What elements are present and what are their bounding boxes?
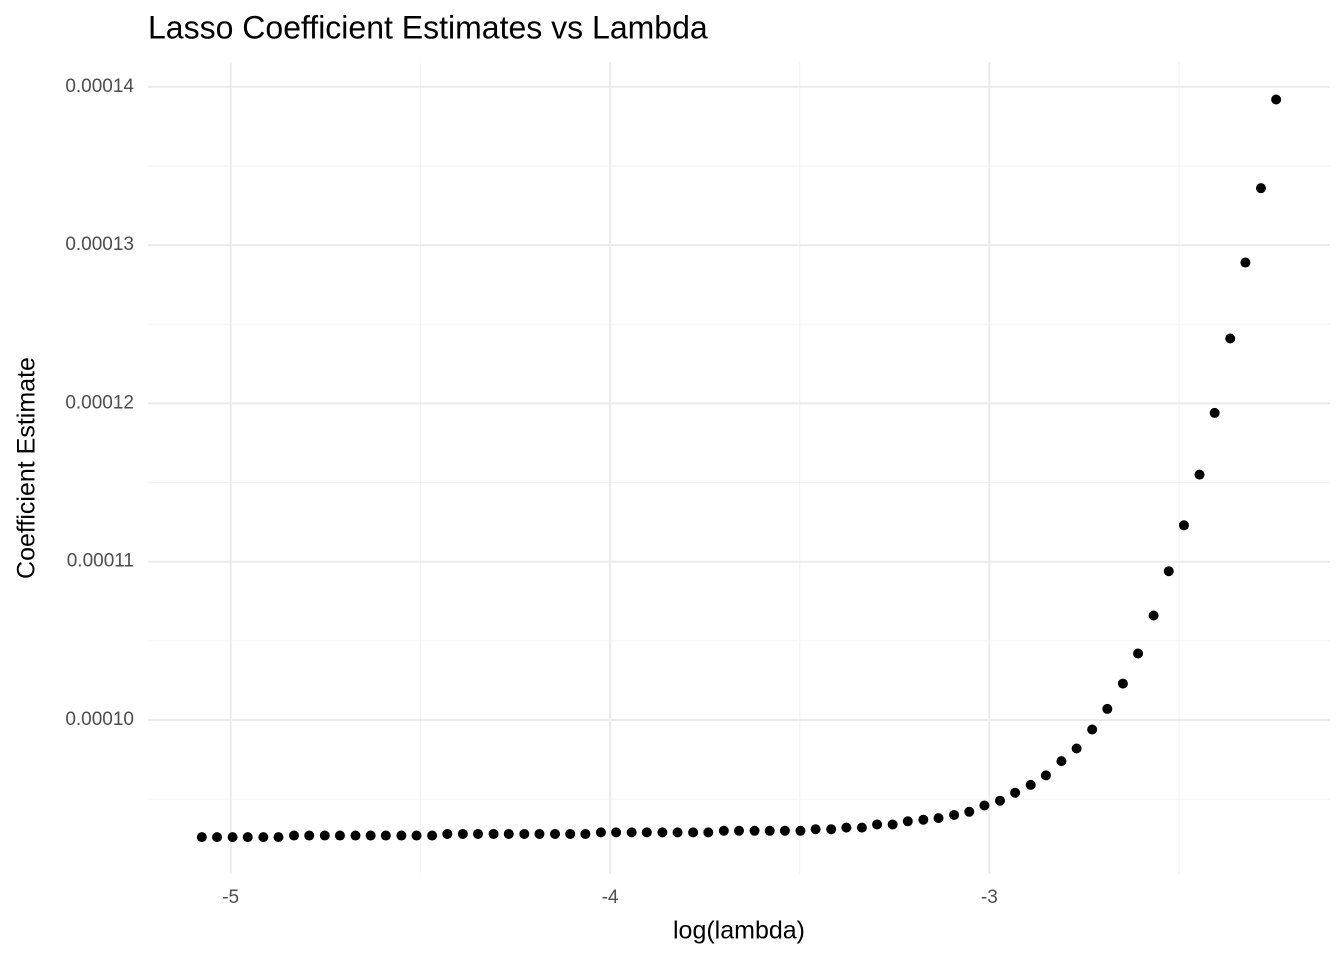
point — [626, 827, 637, 838]
point — [258, 832, 269, 843]
point — [872, 819, 883, 830]
point — [550, 828, 561, 839]
point — [350, 830, 361, 841]
point — [764, 825, 775, 836]
point — [810, 824, 821, 835]
point — [273, 832, 284, 843]
point — [242, 832, 253, 843]
x-tick-label: -3 — [981, 887, 998, 908]
y-tick-label: 0.00014 — [65, 76, 134, 97]
point — [1102, 703, 1113, 714]
point — [334, 830, 345, 841]
point — [319, 830, 330, 841]
point — [519, 828, 530, 839]
point — [718, 825, 729, 836]
point — [1194, 469, 1205, 480]
point — [427, 830, 438, 841]
point — [688, 827, 699, 838]
point — [949, 809, 960, 820]
point — [657, 827, 668, 838]
y-tick-label: 0.00010 — [65, 709, 134, 730]
point — [196, 832, 207, 843]
point — [749, 825, 760, 836]
point — [457, 828, 468, 839]
point — [795, 825, 806, 836]
point — [856, 822, 867, 833]
point — [503, 828, 514, 839]
point — [1255, 183, 1266, 194]
point — [918, 814, 929, 825]
point — [1225, 333, 1236, 344]
point — [1087, 724, 1098, 735]
point — [1209, 407, 1220, 418]
y-tick-label: 0.00012 — [65, 392, 134, 413]
point — [411, 830, 422, 841]
point — [672, 827, 683, 838]
x-tick-label: -5 — [222, 887, 239, 908]
chart-title: Lasso Coefficient Estimates vs Lambda — [148, 9, 708, 45]
point — [1240, 257, 1251, 268]
y-axis-title: Coefficient Estimate — [13, 357, 41, 579]
point — [1133, 648, 1144, 659]
point — [473, 828, 484, 839]
point — [534, 828, 545, 839]
point — [1178, 520, 1189, 531]
point — [1117, 678, 1128, 689]
y-tick-label: 0.00013 — [65, 234, 134, 255]
y-tick-label: 0.00011 — [67, 551, 134, 572]
point — [488, 828, 499, 839]
point — [933, 813, 944, 824]
point — [1040, 770, 1051, 781]
x-tick-label: -4 — [602, 887, 619, 908]
point — [979, 800, 990, 811]
point — [580, 828, 591, 839]
point — [1056, 756, 1067, 767]
point — [841, 822, 852, 833]
point — [365, 830, 376, 841]
point — [902, 816, 913, 827]
point — [826, 824, 837, 835]
point — [1025, 779, 1036, 790]
point — [887, 819, 898, 830]
point — [779, 825, 790, 836]
point — [595, 827, 606, 838]
point — [380, 830, 391, 841]
point — [1010, 787, 1021, 798]
point — [703, 827, 714, 838]
point — [289, 830, 300, 841]
point — [565, 828, 576, 839]
x-axis-title: log(lambda) — [673, 917, 805, 945]
point — [1163, 566, 1174, 577]
point — [994, 795, 1005, 806]
point — [1271, 94, 1282, 105]
point — [396, 830, 407, 841]
point — [304, 830, 315, 841]
point — [227, 832, 238, 843]
point — [734, 825, 744, 836]
point — [212, 832, 223, 843]
point — [1148, 610, 1159, 621]
point — [442, 828, 453, 839]
point — [611, 827, 622, 838]
point — [964, 806, 975, 817]
point — [1071, 743, 1082, 754]
point — [641, 827, 652, 838]
